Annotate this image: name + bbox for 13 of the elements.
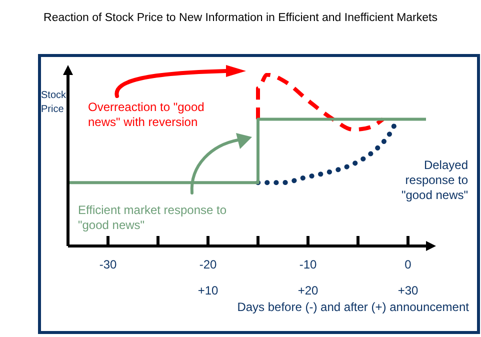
chart-title: Reaction of Stock Price to New Information in Efficient and Inefficient Markets [42, 12, 438, 24]
text: Delayed response to "good news" [400, 158, 468, 203]
text: Overreaction to "good news" with reversion [88, 100, 206, 130]
series-label: Efficient market response to "good news" [78, 203, 228, 233]
x-axis-title: Days before (-) and after (+) announcement [237, 300, 469, 315]
x2-tick-label: +30 [398, 284, 418, 298]
x-tick-label: -20 [199, 258, 217, 272]
x2-tick-label: +10 [198, 284, 218, 298]
x2-tick-label: +20 [298, 284, 318, 298]
y-axis-title: Stock Price [41, 89, 66, 117]
x-tick-label: -30 [99, 258, 117, 272]
x-tick-label: 0 [404, 258, 412, 272]
x-tick-label: -10 [299, 258, 317, 272]
